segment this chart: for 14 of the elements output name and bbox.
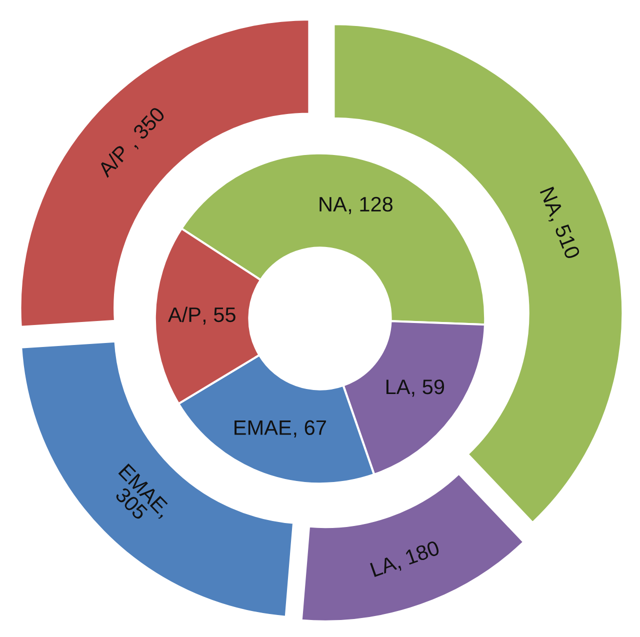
data-label: , 350	[132, 106, 166, 150]
slice-label: EMAE	[234, 420, 292, 435]
data-label: , 128	[348, 196, 393, 214]
slice-label: LA	[386, 380, 410, 394]
data-label: , 59	[412, 380, 444, 397]
data-label: , 55	[203, 308, 236, 325]
slice-label: A/P	[168, 306, 200, 322]
data-label: , 180	[398, 540, 440, 571]
data-label: , 67	[294, 420, 326, 438]
slice-label: LA	[370, 556, 398, 577]
slice-label: NA	[320, 197, 347, 212]
data-label: , 510	[548, 218, 580, 260]
slice-label: A/P	[96, 144, 130, 178]
slice-label: NA	[540, 186, 564, 218]
